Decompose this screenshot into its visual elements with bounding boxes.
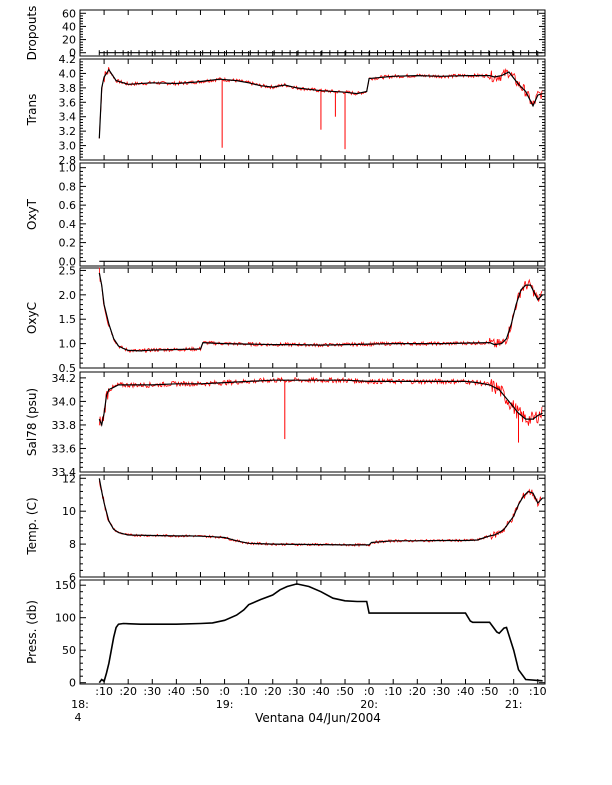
y-tick-label: 3.6 (59, 96, 77, 109)
x-axis: :10 :20 :30 :40 :50 :0 :10 :20 :30 :40 :50 :0 :10 :20… (71, 685, 546, 724)
y-tick-label: 33.8 (52, 419, 77, 432)
x-tick-label: :20 (408, 685, 426, 698)
y-tick-label: 40 (62, 20, 76, 33)
y-axis-label: Dropouts (25, 6, 39, 61)
y-tick-label: 34.2 (52, 372, 77, 385)
x-tick-label: :30 (288, 685, 306, 698)
y-tick-label: 150 (55, 579, 76, 592)
x-tick-label: :40 (312, 685, 330, 698)
panel-oxyc: 0.5 1.0 1.5 2.0 2.5 OxyC (25, 264, 546, 375)
x-hour-label: 20: (360, 698, 378, 711)
panel-frame (79, 371, 546, 473)
y-tick-label: 0 (69, 677, 76, 690)
x-tick-label: :30 (433, 685, 451, 698)
panel-sal78: 33.4 33.6 33.8 34.0 34.2 Sal78 (psu) (25, 371, 546, 479)
y-tick-label: 33.4 (52, 466, 77, 479)
panel-frame (79, 267, 546, 369)
x-tick-label: :40 (457, 685, 475, 698)
y-tick-label: 0.4 (59, 218, 77, 231)
x-tick-label: :50 (481, 685, 499, 698)
y-tick-label: 0.6 (59, 199, 77, 212)
x-hour-label: 18: (71, 698, 89, 711)
y-tick-label: 0.8 (59, 180, 77, 193)
series-line (98, 583, 543, 684)
x-tick-label: :10 (95, 685, 113, 698)
y-tick-label: 20 (62, 34, 76, 47)
y-tick-label: 3.2 (59, 125, 77, 138)
y-tick-label: 0.2 (59, 237, 77, 250)
panel-press: 0 50 100 150 Press. (db) (25, 579, 546, 690)
y-tick-label: 2.0 (59, 289, 77, 302)
y-tick-label: 4.0 (59, 67, 77, 80)
y-tick-label: 60 (62, 7, 76, 20)
y-tick-label: 1.0 (59, 162, 77, 175)
y-axis-label: Trans (25, 94, 39, 127)
y-tick-label: 8 (69, 538, 76, 551)
y-tick-label: 1.5 (59, 313, 77, 326)
panel-frame (79, 162, 546, 267)
y-tick-label: 33.6 (52, 442, 77, 455)
series-line (98, 272, 544, 352)
panels: 0204060Dropouts2.83.03.23.43.63.84.04.2T… (25, 6, 546, 690)
raw-trace (98, 376, 543, 426)
y-tick-label: 0.5 (59, 362, 77, 375)
panel-frame (79, 474, 546, 578)
panel-frame (79, 58, 546, 161)
x-tick-label: :0 (364, 685, 375, 698)
y-tick-label: 50 (62, 644, 76, 657)
x-tick-label: :30 (143, 685, 161, 698)
x-tick-label: :10 (529, 685, 547, 698)
y-tick-label: 2.5 (59, 264, 77, 277)
x-tick-label: :0 (219, 685, 230, 698)
raw-trace (98, 267, 543, 353)
x-hour-label: 19: (216, 698, 234, 711)
y-tick-label: 100 (55, 612, 76, 625)
x-hour-label: 21: (505, 698, 523, 711)
y-tick-label: 34.0 (52, 395, 77, 408)
x-tick-label: :20 (119, 685, 137, 698)
y-axis-label: Press. (db) (25, 600, 39, 664)
x-tick-label: :10 (240, 685, 258, 698)
panel-frame (79, 9, 546, 57)
y-axis-label: Sal78 (psu) (25, 388, 39, 456)
x-tick-label: :40 (168, 685, 186, 698)
x-tick-label: :50 (192, 685, 210, 698)
x-day-label: 4 (75, 711, 82, 724)
y-tick-label: 6 (69, 571, 76, 584)
y-axis-label: OxyC (25, 302, 39, 334)
y-axis-label: OxyT (25, 198, 39, 230)
x-tick-label: :10 (384, 685, 402, 698)
x-axis-label: Ventana 04/Jun/2004 (255, 711, 381, 725)
series-line (98, 478, 544, 546)
y-tick-label: 12 (62, 472, 76, 485)
y-axis-label: Temp. (C) (25, 497, 39, 555)
y-tick-label: 1.0 (59, 338, 77, 351)
panel-trans: 2.83.0 3.23.4 3.63.8 4.04.2 Trans (25, 53, 546, 167)
x-tick-label: :0 (508, 685, 519, 698)
y-tick-label: 10 (62, 505, 76, 518)
y-tick-label: 3.4 (59, 111, 77, 124)
y-tick-label: 0.0 (59, 255, 77, 268)
panel-frame (79, 579, 546, 685)
y-tick-label: 3.8 (59, 82, 77, 95)
y-tick-label: 4.2 (59, 53, 77, 66)
x-tick-label: :50 (336, 685, 354, 698)
panel-oxyt: 0.0 0.2 0.4 0.6 0.8 1.0 OxyT (25, 162, 546, 268)
x-tick-label: :20 (264, 685, 282, 698)
series-line (98, 379, 543, 427)
series-line (98, 68, 543, 139)
y-tick-label: 3.0 (59, 140, 77, 153)
panel-temp: 6 8 10 12 Temp. (C) (25, 472, 546, 584)
y-tick-label: 2.8 (59, 154, 77, 167)
y-tick-label: 0 (69, 47, 76, 60)
